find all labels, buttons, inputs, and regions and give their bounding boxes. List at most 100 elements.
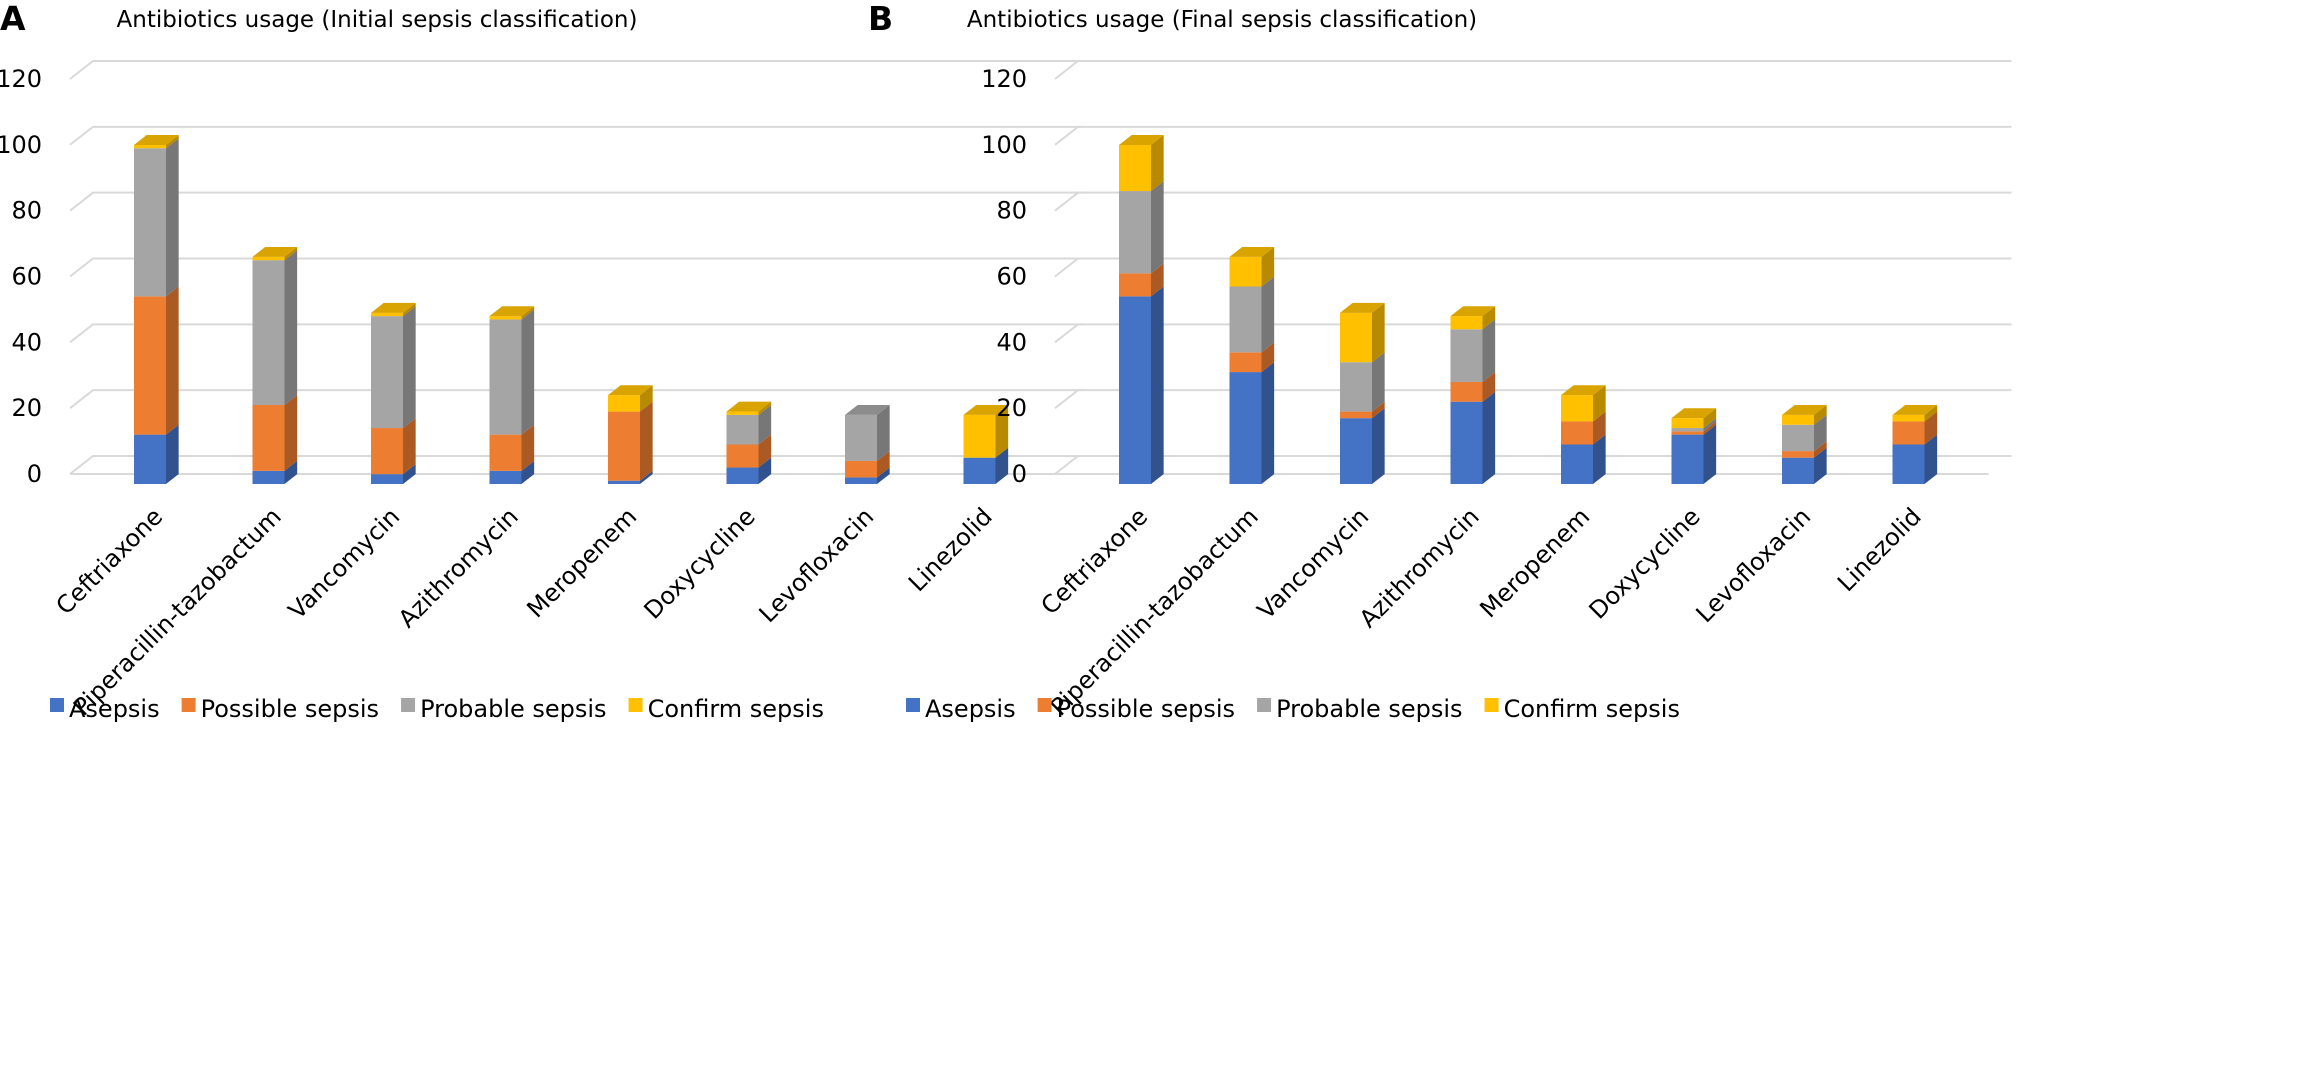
bar-side	[403, 464, 416, 484]
bar-segment-asepsis	[845, 467, 890, 484]
bar-side	[995, 404, 1009, 458]
x-tick-label: Meropenem	[521, 502, 642, 623]
bar-segment-probable-sepsis	[1119, 181, 1164, 274]
legend-label: Probable sepsis	[1276, 695, 1463, 723]
x-tick-label: Linezolid	[1832, 502, 1927, 597]
bar-side	[640, 401, 653, 481]
bar-front	[1450, 381, 1483, 402]
bar-segment-asepsis	[252, 460, 298, 484]
bar-front	[1119, 191, 1151, 274]
gridline	[69, 191, 1083, 212]
bar-front	[252, 260, 285, 405]
bar-segment-confirm-sepsis	[1892, 404, 1938, 422]
bar-front	[963, 414, 996, 458]
bar-side	[1703, 418, 1717, 432]
bar-side	[1703, 408, 1717, 429]
bar-segment-probable-sepsis	[252, 250, 298, 405]
x-tick-label: Doxycycline	[639, 502, 761, 624]
panel-letter: B	[868, 0, 893, 38]
bar-front	[1671, 428, 1704, 432]
bar-segment-confirm-sepsis	[1561, 385, 1606, 422]
bar-segment-confirm-sepsis	[726, 401, 772, 415]
bar-side	[284, 460, 298, 484]
legend-label: Confirm sepsis	[1504, 695, 1680, 723]
bar-segment-confirm-sepsis	[134, 135, 179, 149]
bar-side	[758, 457, 772, 484]
legend-label: Confirm sepsis	[648, 695, 824, 723]
bar-front	[1340, 411, 1372, 419]
bar-top	[845, 404, 890, 415]
bar-front	[1229, 256, 1262, 287]
gridline	[1054, 60, 2012, 80]
bar-front	[1782, 457, 1814, 484]
bar-side	[1372, 408, 1385, 484]
bar-front	[489, 319, 522, 435]
bar-segment-possible-sepsis	[1892, 411, 1938, 445]
bar-side	[1482, 306, 1496, 330]
x-tick-label: Vancomycin	[1252, 502, 1374, 624]
bar-segment-asepsis	[608, 470, 653, 484]
bar-segment-confirm-sepsis	[608, 385, 653, 412]
bar-front	[726, 444, 759, 468]
bar-side	[284, 246, 298, 261]
chart-panel-a: A Antibiotics usage (Initial sepsis class…	[0, 0, 1083, 723]
y-tick-label: 100	[0, 131, 42, 159]
gridline	[1054, 125, 2012, 146]
bar-top	[1229, 246, 1275, 257]
bar-segment-possible-sepsis	[1340, 401, 1385, 419]
bar-segment-asepsis	[1229, 362, 1275, 484]
bar-front	[608, 480, 640, 484]
y-tick-label: 40	[11, 328, 42, 356]
bar-segment-possible-sepsis	[726, 434, 772, 468]
gridline	[69, 455, 1083, 475]
bar-front	[845, 460, 877, 478]
bar-front	[1892, 414, 1925, 422]
bar-side	[1482, 391, 1496, 484]
bar-segment-asepsis	[1119, 286, 1164, 484]
bar-front	[1671, 434, 1704, 484]
bar-front	[726, 467, 759, 484]
x-tick-label: Doxycycline	[1584, 502, 1706, 624]
bar-segment-asepsis	[134, 424, 179, 484]
bar-top	[1892, 404, 1938, 415]
bar-side	[1261, 362, 1275, 484]
bar-side	[403, 418, 416, 475]
bar-front	[252, 256, 285, 261]
bar-segment-possible-sepsis	[1782, 441, 1827, 458]
bar-side	[1814, 414, 1827, 452]
bar-segment-possible-sepsis	[1450, 372, 1496, 402]
bar-top	[608, 385, 653, 396]
chart-title: Antibiotics usage (Final sepsis classifi…	[967, 7, 1477, 33]
x-tick-label: Linezolid	[903, 502, 998, 597]
bar-top	[252, 246, 298, 257]
gridline	[69, 125, 1083, 146]
bar-top	[134, 135, 179, 145]
gridline	[1054, 455, 2012, 475]
legend-label: Possible sepsis	[201, 695, 379, 723]
bar-segment-confirm-sepsis	[1671, 408, 1717, 429]
bar-side	[403, 302, 416, 317]
bar-top	[963, 404, 1009, 415]
bar-side	[166, 138, 179, 297]
bar-top	[489, 306, 535, 317]
chart-title: Antibiotics usage (Initial sepsis classi…	[117, 7, 638, 33]
bar-segment-possible-sepsis	[1119, 263, 1164, 297]
bar-segment-asepsis	[371, 464, 416, 484]
bar-front	[1229, 286, 1262, 353]
bar-segment-asepsis	[489, 460, 535, 484]
x-tick-label: Piperacillin-tazobactum	[1045, 502, 1264, 721]
x-tick-label: Ceftriaxone	[51, 502, 169, 620]
bar-segment-possible-sepsis	[134, 286, 179, 435]
bar-side	[1814, 447, 1827, 484]
bar-front	[1340, 362, 1372, 412]
x-tick-label: Levofloxacin	[1691, 502, 1817, 628]
bar-side	[1593, 385, 1606, 422]
bar-side	[1261, 342, 1275, 373]
bar-front	[1450, 401, 1483, 484]
bar-side	[284, 250, 298, 405]
bar-front	[1561, 444, 1593, 484]
bar-side	[640, 385, 653, 412]
bar-segment-asepsis	[1561, 434, 1606, 484]
bar-side	[166, 424, 179, 484]
legend-swatch	[1484, 698, 1499, 712]
